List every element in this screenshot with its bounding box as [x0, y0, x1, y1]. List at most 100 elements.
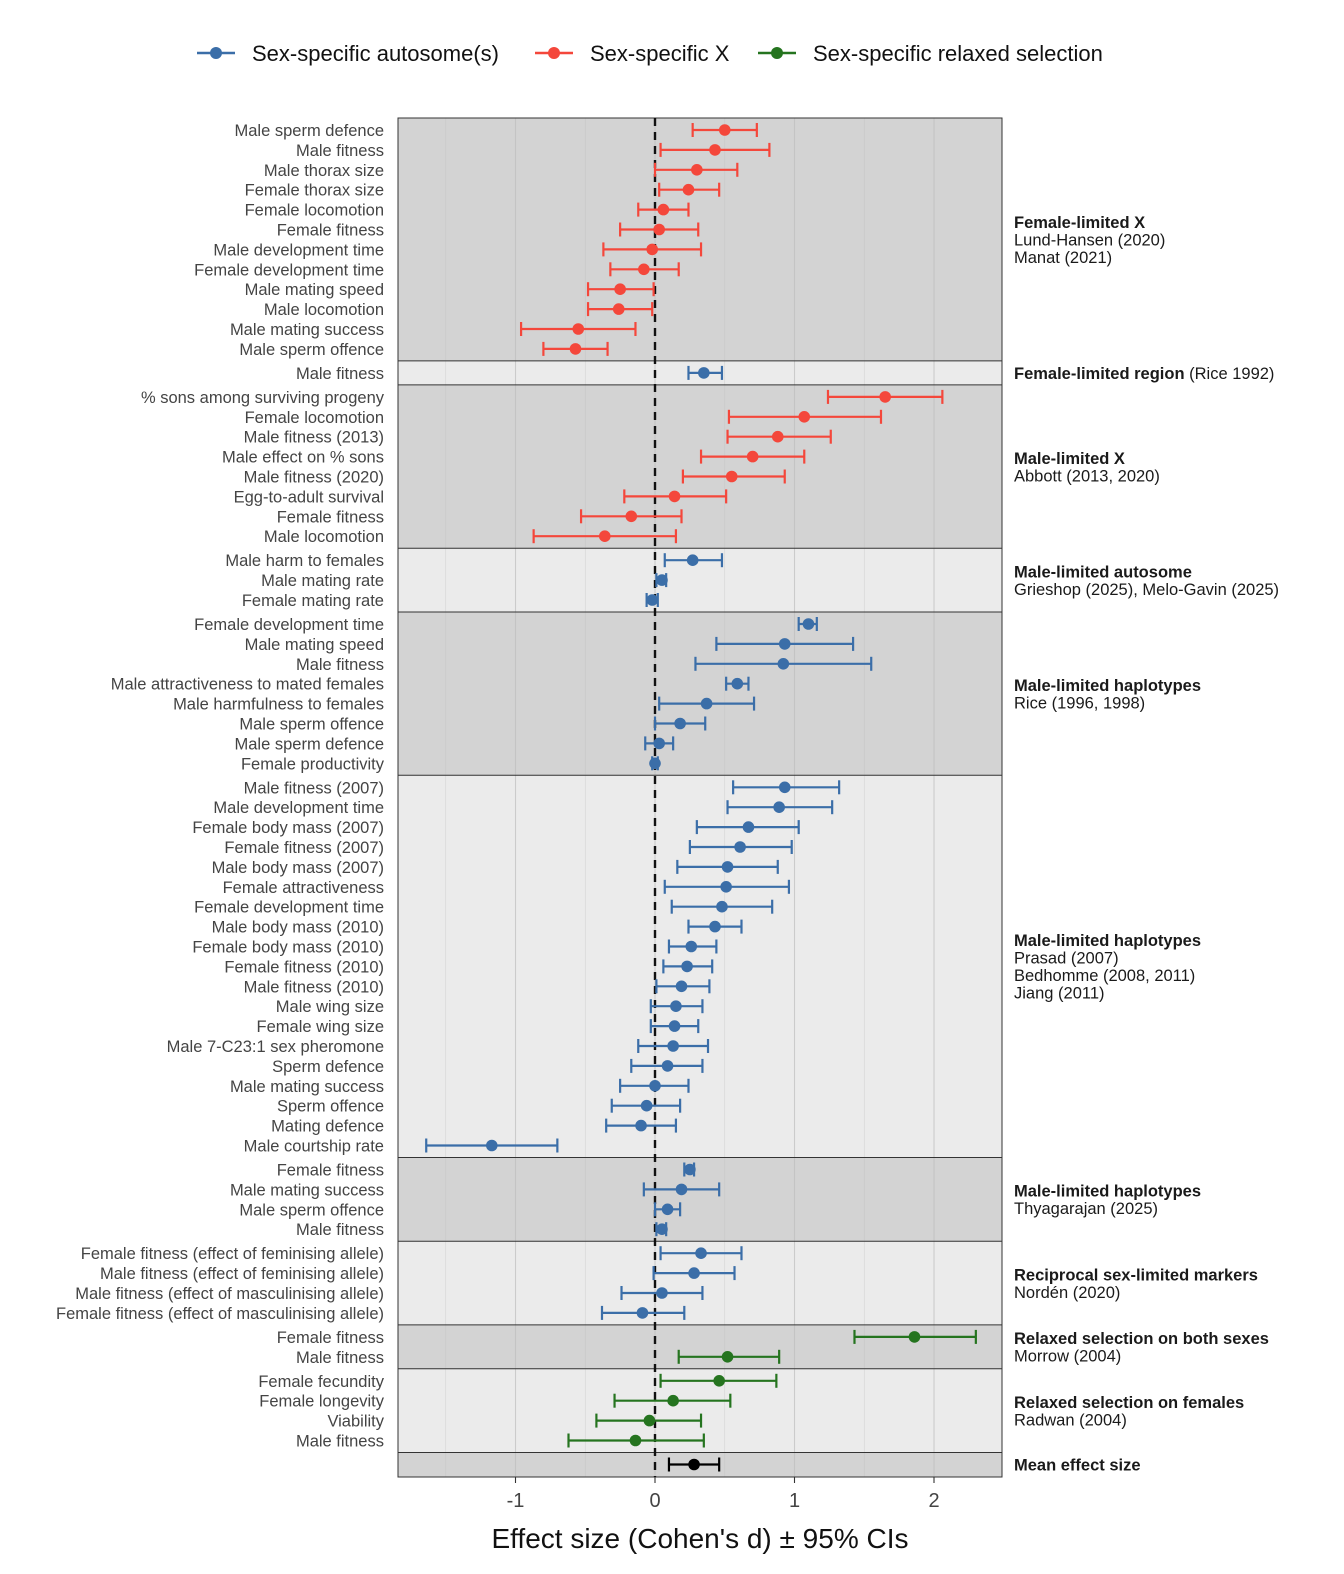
point-estimate	[734, 841, 746, 853]
legend: Sex-specific autosome(s) Sex-specific X Se…	[197, 41, 1103, 66]
point-estimate	[657, 203, 670, 216]
row-label: Female fitness	[277, 222, 384, 240]
point-estimate	[667, 1040, 679, 1052]
group-title: Reciprocal sex-limited markers	[1014, 1266, 1258, 1284]
group-title: Male-limited haplotypes	[1014, 677, 1201, 695]
point-estimate	[667, 1394, 679, 1407]
point-estimate	[685, 940, 698, 953]
estimate-5-9	[662, 959, 714, 974]
row-label: Male effect on % sons	[222, 449, 384, 467]
panel-8	[398, 1324, 1002, 1369]
legend-item-autosome: Sex-specific autosome(s)	[197, 41, 499, 66]
estimate-5-16	[610, 1098, 682, 1113]
estimate-6-3	[655, 1222, 668, 1237]
estimate-5-13	[637, 1039, 710, 1053]
point-estimate	[688, 1267, 700, 1279]
row-label: Female fitness (2007)	[224, 839, 384, 857]
point-estimate	[629, 1434, 642, 1447]
estimate-4-4	[658, 696, 756, 711]
point-estimate	[661, 1060, 674, 1072]
plot-border	[397, 117, 1003, 1478]
estimate-3-2	[645, 593, 659, 607]
point-estimate	[742, 821, 755, 833]
point-estimate	[649, 1080, 661, 1092]
group-title-bold: Male-limited haplotypes	[1014, 677, 1201, 695]
estimate-0-11	[542, 341, 609, 356]
point-estimate	[908, 1331, 921, 1343]
estimate-9-1	[613, 1393, 732, 1408]
row-label: Female locomotion	[245, 409, 384, 427]
estimate-2-7	[532, 529, 678, 544]
estimate-5-17	[605, 1118, 678, 1133]
group-title-bold: Male-limited autosome	[1014, 563, 1192, 581]
group-citation: Manat (2021)	[1014, 249, 1112, 267]
point-estimate	[746, 450, 759, 463]
point-estimate	[721, 861, 734, 873]
group-title-suffix: (Rice 1992)	[1185, 365, 1275, 383]
row-label: Male sperm offence	[239, 716, 384, 734]
estimate-2-4	[681, 469, 786, 484]
estimate-4-2	[694, 656, 873, 671]
group-title: Male-limited autosome	[1014, 563, 1192, 581]
estimate-5-18	[425, 1138, 559, 1153]
point-estimate	[725, 470, 738, 483]
row-label: Male fitness (effect of feminising allel…	[100, 1265, 384, 1283]
point-estimate	[675, 1183, 688, 1196]
group-title: Relaxed selection on both sexes	[1014, 1330, 1269, 1348]
row-label: Female fitness (effect of feminising all…	[81, 1245, 384, 1263]
row-label: Male fitness (2007)	[244, 779, 384, 797]
estimate-0-6	[602, 242, 703, 257]
row-label: Male mating rate	[261, 572, 384, 590]
estimate-2-1	[727, 409, 883, 424]
estimate-9-0	[659, 1373, 778, 1388]
estimate-0-5	[619, 222, 700, 237]
point-estimate	[721, 1351, 734, 1363]
estimate-6-0	[683, 1162, 696, 1177]
row-label: Female fitness	[277, 1162, 384, 1180]
row-label: Male courtship rate	[244, 1138, 384, 1156]
row-label: Female fitness (2010)	[224, 958, 384, 976]
group-citation: Abbott (2013, 2020)	[1014, 467, 1160, 485]
point-estimate	[798, 411, 811, 423]
point-estimate	[674, 717, 686, 730]
point-estimate	[668, 1020, 681, 1032]
estimate-1-0	[687, 365, 724, 380]
point-estimate	[646, 594, 659, 606]
row-label: Female mating rate	[242, 592, 384, 610]
estimate-7-2	[620, 1286, 704, 1300]
estimate-5-6	[670, 899, 774, 914]
row-label: Female development time	[194, 261, 384, 279]
row-label: Male development time	[213, 799, 384, 817]
row-label: Sperm offence	[277, 1098, 384, 1116]
row-label: Male fitness (2020)	[244, 469, 384, 487]
legend-marker	[771, 47, 783, 59]
row-label: Male harmfulness to females	[173, 696, 384, 714]
group-citation: Prasad (2007)	[1014, 950, 1119, 968]
point-estimate	[638, 263, 650, 276]
estimate-5-14	[630, 1058, 704, 1073]
group-citation: Jiang (2011)	[1014, 985, 1105, 1003]
row-label: Female fitness (effect of masculinising …	[56, 1305, 384, 1323]
row-label: Male locomotion	[264, 528, 384, 546]
estimate-4-1	[715, 636, 855, 651]
estimate-5-10	[655, 979, 711, 994]
estimate-5-15	[619, 1078, 690, 1093]
group-citation: Grieshop (2025), Melo-Gavin (2025)	[1014, 581, 1279, 599]
group-title-bold: Relaxed selection on both sexes	[1014, 1330, 1269, 1348]
row-label: Male sperm offence	[239, 341, 384, 359]
point-estimate	[485, 1139, 498, 1152]
point-estimate	[682, 183, 695, 196]
estimate-3-0	[663, 553, 724, 568]
point-estimate	[709, 144, 721, 156]
group-title-bold: Mean effect size	[1014, 1457, 1141, 1475]
estimate-0-9	[586, 302, 654, 317]
group-title-bold: Male-limited X	[1014, 450, 1125, 468]
point-estimate	[698, 367, 710, 379]
estimate-4-0	[797, 617, 818, 631]
row-label: Male mating success	[230, 1181, 384, 1199]
estimate-8-1	[677, 1349, 781, 1364]
estimate-5-12	[649, 1019, 700, 1034]
point-estimate	[771, 430, 784, 443]
group-title: Male-limited X	[1014, 450, 1125, 468]
